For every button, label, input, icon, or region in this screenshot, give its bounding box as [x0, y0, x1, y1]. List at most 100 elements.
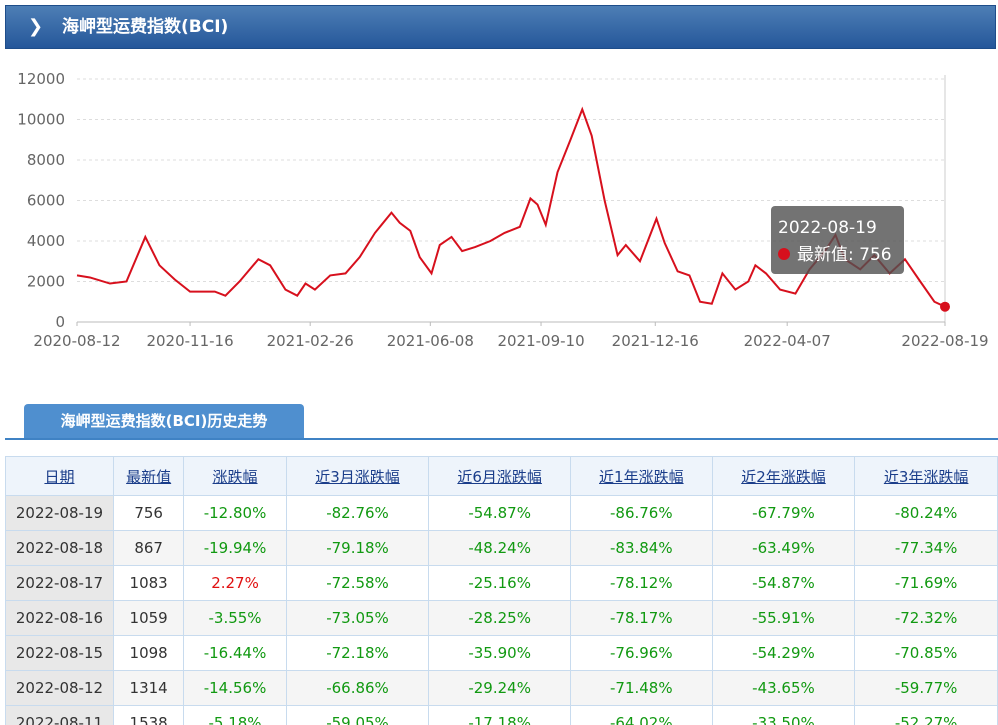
tooltip-date: 2022-08-19	[778, 218, 877, 238]
column-header[interactable]: 近3年涨跌幅	[854, 456, 998, 496]
x-tick-label: 2021-06-08	[387, 332, 474, 350]
date-cell: 2022-08-15	[5, 635, 114, 671]
series-line	[76, 106, 946, 308]
column-header[interactable]: 近1年涨跌幅	[569, 456, 713, 496]
table-cell: -14.56%	[183, 670, 287, 706]
table-cell: -72.18%	[285, 635, 430, 671]
table-cell: -72.58%	[285, 565, 430, 601]
x-tick-label: 2021-12-16	[612, 332, 699, 350]
table-cell: -78.17%	[569, 600, 713, 636]
column-header[interactable]: 日期	[5, 456, 114, 496]
table-row: 2022-08-17 1083 2.27% -72.58% -25.16% -78.12%…	[5, 565, 998, 601]
chart: 0 2000 4000 6000 8000 10000 12000 2020-08-12 202…	[17, 70, 988, 350]
history-table: 日期 最新值 涨跌幅 近3月涨跌幅 近6月涨跌幅 近1年涨跌幅 近2年涨跌幅 近3年涨跌幅 20…	[5, 456, 998, 725]
tab-underline	[5, 438, 998, 440]
column-header[interactable]: 近3月涨跌幅	[285, 456, 430, 496]
table-cell: -25.16%	[428, 565, 571, 601]
y-tick-label: 4000	[27, 232, 65, 250]
date-cell: 2022-08-16	[5, 600, 114, 636]
table-cell: -55.91%	[711, 600, 856, 636]
table-cell: -28.25%	[428, 600, 571, 636]
table-row: 2022-08-19 756 -12.80% -82.76% -54.87% -86.76…	[5, 495, 998, 531]
table-cell: -48.24%	[428, 530, 571, 566]
column-header[interactable]: 涨跌幅	[183, 456, 287, 496]
table-cell: 867	[112, 530, 185, 566]
table-cell: -19.94%	[183, 530, 287, 566]
tooltip-box	[771, 206, 904, 274]
y-tick-label: 6000	[27, 192, 65, 210]
table-row: 2022-08-12 1314 -14.56% -66.86% -29.24% -71.4…	[5, 670, 998, 706]
table-cell: 1098	[112, 635, 185, 671]
latest-point	[940, 301, 950, 312]
tab[interactable]: 海岬型运费指数(BCI)历史走势	[24, 404, 304, 439]
date-cell: 2022-08-17	[5, 565, 114, 601]
x-tick-label: 2020-08-12	[33, 332, 120, 350]
table-row: 2022-08-18 867 -19.94% -79.18% -48.24% -83.84…	[5, 530, 998, 566]
table-cell: -12.80%	[183, 495, 287, 531]
table-cell: 1538	[112, 705, 185, 725]
y-tick-label: 12000	[17, 70, 65, 88]
table-cell: -77.34%	[854, 530, 998, 566]
column-header[interactable]: 最新值	[112, 456, 185, 496]
table-cell: -76.96%	[569, 635, 713, 671]
table-cell: -79.18%	[285, 530, 430, 566]
table-row: 2022-08-16 1059 -3.55% -73.05% -28.25% -78.17…	[5, 600, 998, 636]
column-header[interactable]: 近6月涨跌幅	[428, 456, 571, 496]
x-tick-label: 2020-11-16	[146, 332, 233, 350]
date-cell: 2022-08-12	[5, 670, 114, 706]
table-cell: -54.29%	[711, 635, 856, 671]
table-cell: -73.05%	[285, 600, 430, 636]
x-tick-label: 2021-09-10	[497, 332, 584, 350]
table-cell: -66.86%	[285, 670, 430, 706]
table-cell: -33.50%	[711, 705, 856, 725]
table-wrap: 日期 最新值 涨跌幅 近3月涨跌幅 近6月涨跌幅 近1年涨跌幅 近2年涨跌幅 近3年涨跌幅 20…	[5, 456, 998, 725]
table-cell: 1314	[112, 670, 185, 706]
tooltip: 2022-08-19 最新值: 756	[771, 206, 904, 274]
x-tick-label: 2021-02-26	[267, 332, 354, 350]
header-bar: ❯ 海岬型运费指数(BCI)	[5, 5, 996, 49]
table-cell: -72.32%	[854, 600, 998, 636]
date-cell: 2022-08-18	[5, 530, 114, 566]
table-cell: -80.24%	[854, 495, 998, 531]
table-cell: -59.77%	[854, 670, 998, 706]
table-cell: -52.27%	[854, 705, 998, 725]
date-cell: 2022-08-11	[5, 705, 114, 725]
table-cell: 756	[112, 495, 185, 531]
tooltip-text: 最新值: 756	[797, 245, 892, 265]
table-cell: -71.69%	[854, 565, 998, 601]
table-cell: -83.84%	[569, 530, 713, 566]
table-cell: -67.79%	[711, 495, 856, 531]
table-cell: 1083	[112, 565, 185, 601]
header-title: 海岬型运费指数(BCI)	[62, 17, 229, 37]
table-cell: -3.55%	[183, 600, 287, 636]
y-tick-label: 10000	[17, 111, 65, 129]
y-tick-label: 0	[55, 313, 65, 331]
table-cell: -43.65%	[711, 670, 856, 706]
column-header[interactable]: 近2年涨跌幅	[711, 456, 856, 496]
table-cell: -54.87%	[428, 495, 571, 531]
table-cell: -71.48%	[569, 670, 713, 706]
table-row: 2022-08-15 1098 -16.44% -72.18% -35.90% -76.9…	[5, 635, 998, 671]
table-cell: -70.85%	[854, 635, 998, 671]
table-cell: -64.02%	[569, 705, 713, 725]
table-cell: -63.49%	[711, 530, 856, 566]
date-cell: 2022-08-19	[5, 495, 114, 531]
table-cell: -16.44%	[183, 635, 287, 671]
table-cell: -17.18%	[428, 705, 571, 725]
x-tick-label: 2022-04-07	[744, 332, 831, 350]
table-cell: -86.76%	[569, 495, 713, 531]
table-cell: -59.05%	[285, 705, 430, 725]
table-cell: -35.90%	[428, 635, 571, 671]
table-cell: -29.24%	[428, 670, 571, 706]
table-row: 2022-08-11 1538 -5.18% -59.05% -17.18% -64.02…	[5, 705, 998, 725]
y-tick-label: 2000	[27, 273, 65, 291]
table-cell: 1059	[112, 600, 185, 636]
tooltip-dot	[778, 248, 790, 260]
table-cell: 2.27%	[183, 565, 287, 601]
table-cell: -82.76%	[285, 495, 430, 531]
table-cell: -5.18%	[183, 705, 287, 725]
table-cell: -54.87%	[711, 565, 856, 601]
x-tick-label: 2022-08-19	[901, 332, 988, 350]
y-tick-label: 8000	[27, 151, 65, 169]
